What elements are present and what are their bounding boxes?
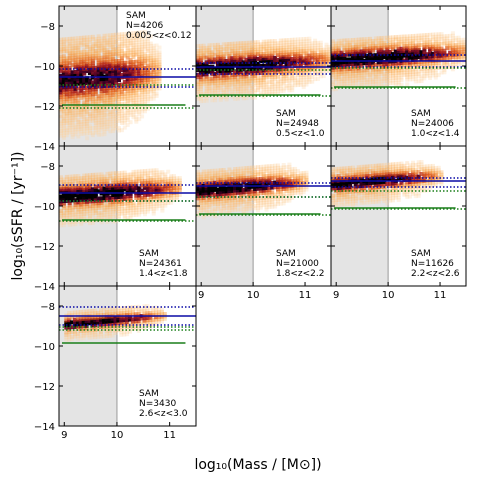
x-axis-label: log₁₀(Mass / [M⊙]) xyxy=(194,457,321,473)
redshift-label: 1.0<z<1.4 xyxy=(411,129,460,139)
count-label: N=24361 xyxy=(139,259,182,269)
panel-frame xyxy=(58,285,197,427)
y-axis-label: log₁₀(sSFR / [yr⁻¹]) xyxy=(10,151,26,280)
shaded-mass-region xyxy=(331,146,389,286)
y-tick-label: −14 xyxy=(34,422,55,433)
count-label: N=24948 xyxy=(276,119,319,129)
redshift-label: 2.6<z<3.0 xyxy=(139,409,188,419)
count-label: N=4206 xyxy=(126,21,163,31)
shaded-mass-region xyxy=(59,286,117,426)
x-tick-label: 9 xyxy=(198,290,204,301)
x-tick-label: 11 xyxy=(299,290,312,301)
redshift-label: 2.2<z<2.6 xyxy=(411,269,460,279)
y-tick-label: −10 xyxy=(34,62,55,73)
density-cloud xyxy=(196,36,331,104)
y-tick-label: −8 xyxy=(40,302,55,313)
y-tick-label: −14 xyxy=(34,142,55,153)
model-label: SAM xyxy=(139,249,159,259)
count-label: N=3430 xyxy=(139,399,176,409)
model-label: SAM xyxy=(411,109,431,119)
shaded-mass-region xyxy=(331,6,389,146)
redshift-label: 0.005<z<0.12 xyxy=(126,31,192,41)
redshift-label: 1.8<z<2.2 xyxy=(276,269,324,279)
model-label: SAM xyxy=(139,389,159,399)
x-tick-label: 9 xyxy=(61,430,67,441)
panel-frame xyxy=(330,145,467,287)
x-tick-label: 10 xyxy=(111,430,124,441)
y-tick-label: −10 xyxy=(34,342,55,353)
x-tick-label: 11 xyxy=(434,290,447,301)
model-label: SAM xyxy=(276,109,296,119)
density-cloud xyxy=(59,30,162,141)
x-tick-label: 10 xyxy=(382,290,395,301)
redshift-label: 1.4<z<1.8 xyxy=(139,269,188,279)
shaded-mass-region xyxy=(59,146,117,286)
y-tick-label: −12 xyxy=(34,102,55,113)
y-tick-label: −12 xyxy=(34,382,55,393)
redshift-label: 0.5<z<1.0 xyxy=(276,129,325,139)
count-label: N=11626 xyxy=(411,259,454,269)
model-label: SAM xyxy=(276,249,296,259)
x-tick-label: 11 xyxy=(163,430,176,441)
y-tick-label: −8 xyxy=(40,22,55,33)
x-tick-label: 9 xyxy=(333,290,339,301)
x-tick-label: 10 xyxy=(247,290,260,301)
count-label: N=21000 xyxy=(276,259,319,269)
model-label: SAM xyxy=(126,11,146,21)
shaded-mass-region xyxy=(196,146,254,286)
density-cloud xyxy=(331,31,466,92)
y-tick-label: −10 xyxy=(34,202,55,213)
y-tick-label: −14 xyxy=(34,282,55,293)
model-label: SAM xyxy=(411,249,431,259)
y-tick-label: −12 xyxy=(34,242,55,253)
y-tick-label: −8 xyxy=(40,162,55,173)
count-label: N=24006 xyxy=(411,119,454,129)
density-cloud xyxy=(59,168,182,228)
